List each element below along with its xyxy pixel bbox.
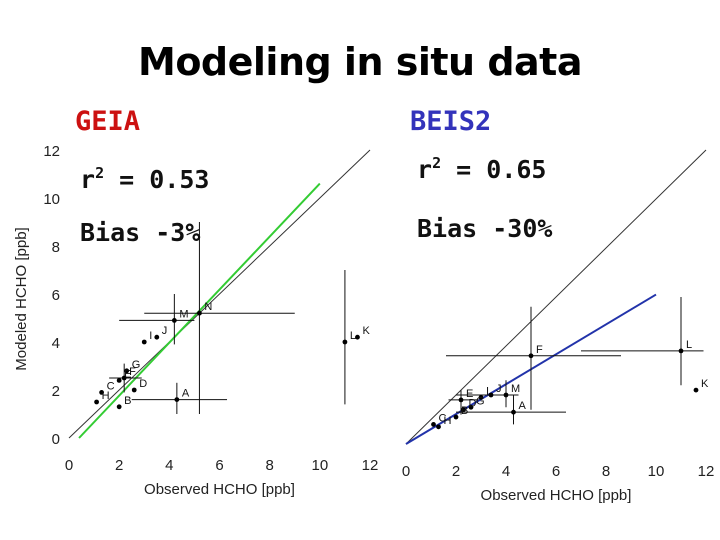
x-tick-label: 0 xyxy=(65,457,73,474)
point-label: I xyxy=(149,330,152,342)
x-tick-label: 10 xyxy=(311,457,328,474)
point-label: M xyxy=(179,308,188,320)
point-label: K xyxy=(701,378,709,390)
y-tick-label: 4 xyxy=(52,335,60,352)
data-point xyxy=(342,339,348,345)
point-label: M xyxy=(511,383,520,395)
point-label: B xyxy=(461,405,468,417)
data-point xyxy=(511,409,516,415)
r-squared-label: r2 = 0.65 xyxy=(417,154,546,184)
point-label: C xyxy=(439,412,447,424)
data-point xyxy=(355,334,360,340)
data-point xyxy=(503,392,509,398)
point-label: L xyxy=(350,330,356,342)
point-label: H xyxy=(444,415,452,427)
point-label: E xyxy=(466,388,473,400)
data-point xyxy=(458,397,464,403)
r-squared-label: r2 = 0.53 xyxy=(80,164,209,194)
r-squared-superscript: 2 xyxy=(95,164,104,182)
x-tick-label: 6 xyxy=(552,463,560,480)
one-to-one-line xyxy=(68,149,371,439)
r-squared-value: = 0.65 xyxy=(441,155,546,184)
data-point xyxy=(171,318,177,323)
y-tick-label: 0 xyxy=(52,431,60,448)
data-point xyxy=(141,339,147,345)
point-label: H xyxy=(102,390,110,402)
y-tick-label: 12 xyxy=(43,143,60,160)
x-tick-label: 12 xyxy=(698,463,715,480)
r-squared-prefix: r xyxy=(80,165,95,194)
data-point xyxy=(99,390,105,395)
panel-title: GEIA xyxy=(75,106,140,137)
x-tick-label: 4 xyxy=(165,457,173,474)
x-tick-label: 8 xyxy=(602,463,610,480)
point-label: N xyxy=(204,301,212,313)
point-label: I xyxy=(486,385,489,397)
point-label: B xyxy=(124,395,131,407)
r-squared-superscript: 2 xyxy=(432,154,441,172)
data-point xyxy=(121,375,127,381)
x-tick-label: 6 xyxy=(215,457,223,474)
data-point xyxy=(488,392,494,398)
y-tick-label: 6 xyxy=(52,287,60,304)
x-tick-label: 8 xyxy=(265,457,273,474)
point-label: D xyxy=(139,378,147,390)
y-tick-label: 10 xyxy=(43,191,60,208)
x-tick-label: 4 xyxy=(502,463,510,480)
point-label: F xyxy=(129,366,136,378)
point-label: K xyxy=(362,325,370,337)
data-point xyxy=(124,368,130,374)
x-tick-label: 0 xyxy=(402,463,410,480)
data-point xyxy=(528,353,534,359)
bias-label: Bias -30% xyxy=(417,214,552,243)
x-tick-label: 12 xyxy=(362,457,379,474)
y-tick-label: 8 xyxy=(52,239,60,256)
y-tick-label: 2 xyxy=(52,383,60,400)
data-point xyxy=(436,424,441,430)
point-label: E xyxy=(124,368,131,380)
data-point xyxy=(693,387,699,393)
beis2-panel: BEIS2 0 2 4 6 8 10 12 Observed HCHO [ppb] F L K MJI E… xyxy=(402,106,715,504)
data-point xyxy=(174,397,180,402)
r-squared-value: = 0.53 xyxy=(104,165,209,194)
data-point xyxy=(453,414,459,420)
data-point xyxy=(116,378,122,383)
point-label: A xyxy=(182,388,190,400)
data-point xyxy=(468,404,474,410)
point-label: C xyxy=(107,380,115,392)
point-label: A xyxy=(519,400,527,412)
point-label: J xyxy=(496,383,502,395)
r-squared-prefix: r xyxy=(417,155,432,184)
data-point xyxy=(131,387,137,393)
point-label: G xyxy=(132,359,141,371)
y-axis-label: Modeled HCHO [ppb] xyxy=(13,227,30,370)
x-tick-label: 2 xyxy=(452,463,460,480)
data-point xyxy=(678,348,684,354)
data-point xyxy=(461,407,466,413)
bias-label: Bias -3% xyxy=(80,218,200,247)
data-point xyxy=(431,422,436,427)
data-point xyxy=(197,310,202,316)
point-label: F xyxy=(536,344,543,356)
x-tick-label: 10 xyxy=(648,463,665,480)
point-label: G xyxy=(476,395,485,407)
x-axis-label: Observed HCHO [ppb] xyxy=(481,487,632,504)
data-point xyxy=(478,395,484,400)
slide-title: Modeling in situ data xyxy=(138,40,582,84)
data-point xyxy=(116,404,122,410)
data-point xyxy=(154,334,160,340)
x-axis-label: Observed HCHO [ppb] xyxy=(144,481,295,498)
point-label: D xyxy=(469,398,477,410)
panel-title: BEIS2 xyxy=(410,106,491,137)
point-label: L xyxy=(686,339,692,351)
data-point xyxy=(94,399,99,405)
point-label: J xyxy=(162,325,168,337)
x-tick-label: 2 xyxy=(115,457,123,474)
